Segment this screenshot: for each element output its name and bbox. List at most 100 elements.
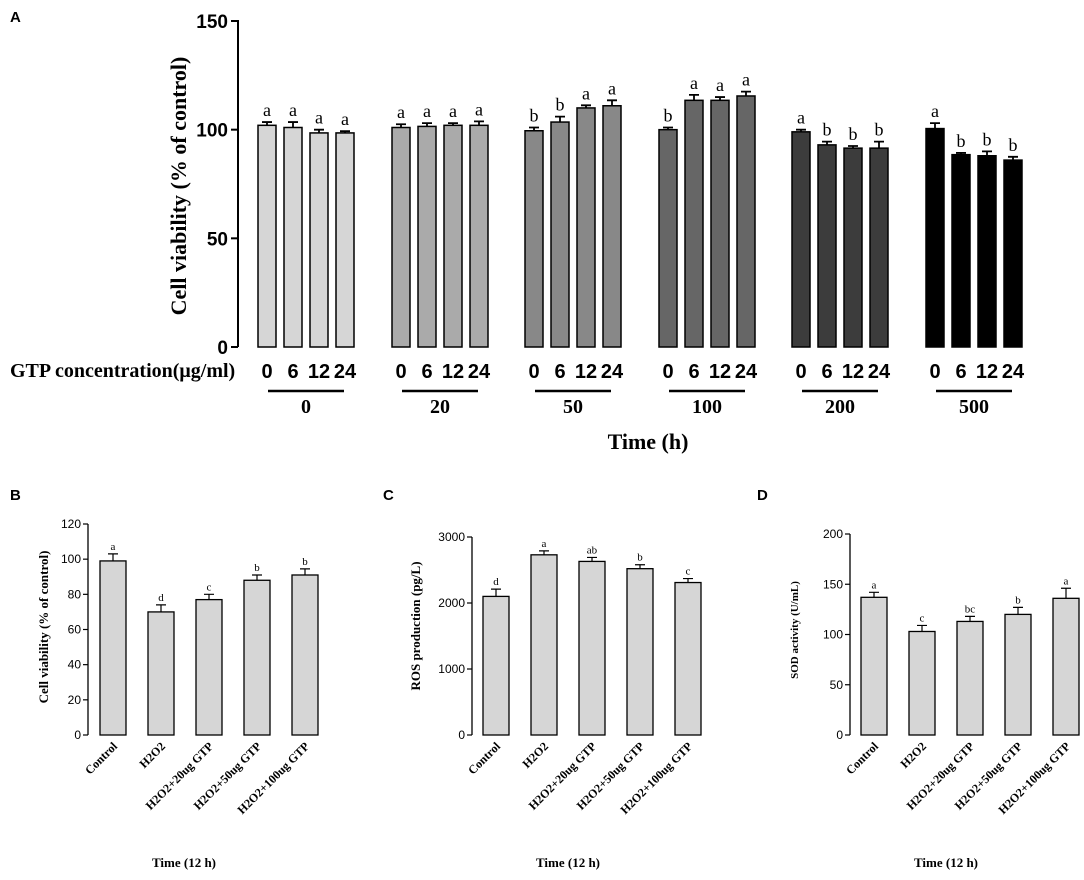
panel-a-x-tick-label: 0 — [261, 361, 272, 383]
panel-a-bar — [736, 95, 756, 348]
panel-d-error-bar — [917, 624, 927, 632]
panel-a-plot: 0 50 100 150 a 0 a 6 a 12 a 24 0 a 0 a 6 a 12 a 24 20 b 0 b 6 a 12 a… — [196, 12, 1025, 418]
panel-c-y-tick-label: 3000 — [438, 530, 465, 544]
panel-a-bar — [576, 107, 596, 348]
panel-a-bar — [684, 99, 704, 348]
panel-b-error-bar — [156, 604, 166, 612]
panel-b-bar — [99, 560, 127, 736]
panel-a-error-bar — [796, 128, 806, 132]
panel-a-group-label: 200 — [825, 396, 855, 418]
panel-b-y-axis-title: Cell viability (% of control) — [36, 551, 51, 704]
panel-a-x-tick-label: 24 — [334, 361, 357, 383]
panel-a-error-bar — [422, 122, 432, 127]
panel-d-y-tick-label: 0 — [836, 728, 843, 742]
panel-a: A 0 50 100 150 a 0 a 6 a 12 a 24 0 a 0 a 6 a 12 a 24 20 b 0 b 6 a 1… — [10, 9, 1025, 454]
panel-d-y-tick-label: 50 — [830, 678, 844, 692]
panel-d-x-axis-title: Time (12 h) — [914, 855, 978, 870]
panel-c-category-label: Control — [465, 739, 503, 777]
panel-a-error-bar — [956, 152, 966, 155]
panel-c-x-axis-title: Time (12 h) — [536, 855, 600, 870]
panel-a-significance-label: a — [475, 99, 483, 119]
panel-d-category-label: Control — [843, 739, 881, 777]
panel-a-error-bar — [689, 93, 699, 101]
panel-b-y-tick-label: 120 — [61, 517, 81, 531]
panel-a-error-bar — [874, 140, 884, 149]
panel-a-significance-label: a — [582, 83, 590, 103]
panel-a-x-tick-label: 6 — [287, 361, 298, 383]
panel-c-significance-label: c — [686, 566, 691, 578]
panel-a-significance-label: a — [608, 78, 616, 98]
panel-a-group-label: 100 — [692, 396, 722, 418]
panel-a-significance-label: b — [983, 129, 992, 149]
panel-b-error-bar — [204, 593, 214, 600]
panel-a-x-tick-label: 0 — [929, 361, 940, 383]
panel-c-error-bar — [539, 550, 549, 555]
panel-b-significance-label: d — [158, 592, 164, 604]
panel-letter-b: B — [10, 487, 21, 504]
panel-c-bar — [626, 568, 654, 736]
panel-a-error-bar — [396, 123, 406, 128]
panel-c-significance-label: d — [493, 576, 499, 588]
panel-a-x-tick-label: 6 — [821, 361, 832, 383]
panel-a-bar — [1003, 159, 1023, 348]
panel-c-bar — [530, 554, 558, 736]
panel-a-error-bar — [314, 128, 324, 133]
panel-b-y-tick-label: 20 — [68, 693, 82, 707]
panel-a-significance-label: b — [823, 120, 832, 140]
panel-a-significance-label: a — [931, 101, 939, 121]
panel-b-category-label: H2O2 — [137, 739, 169, 771]
panel-d-error-bar — [869, 591, 879, 598]
panel-a-x-tick-label: 6 — [955, 361, 966, 383]
panel-a-significance-label: b — [957, 131, 966, 151]
panel-a-error-bar — [555, 115, 565, 123]
panel-a-group-label: 500 — [959, 396, 989, 418]
panel-a-significance-label: b — [875, 120, 884, 140]
panel-d-significance-label: a — [872, 579, 877, 591]
panel-a-significance-label: b — [556, 95, 565, 115]
panel-b: B 020406080100120aControldH2O2cH2O2+20ug… — [10, 487, 319, 870]
panel-a-significance-label: a — [423, 101, 431, 121]
panel-b-y-tick-label: 0 — [74, 728, 81, 742]
panel-c-error-bar — [587, 556, 597, 562]
panel-b-error-bar — [300, 568, 310, 575]
panel-d-bar — [860, 596, 888, 736]
panel-a-significance-label: b — [1009, 135, 1018, 155]
panel-b-significance-label: b — [254, 562, 260, 574]
panel-a-group-label: 0 — [301, 396, 311, 418]
panel-a-bar — [283, 126, 303, 348]
panel-a-error-bar — [982, 150, 992, 156]
panel-a-error-bar — [663, 126, 673, 130]
panel-a-significance-label: a — [716, 75, 724, 95]
panel-a-error-bar — [448, 122, 458, 126]
panel-a-x-tick-label: 12 — [842, 361, 864, 383]
panel-a-error-bar — [529, 126, 539, 131]
panel-b-bar — [147, 611, 175, 736]
panel-a-error-bar — [741, 90, 751, 96]
panel-a-significance-label: a — [263, 100, 271, 120]
panel-a-significance-label: b — [849, 124, 858, 144]
panel-b-significance-label: c — [207, 581, 212, 593]
panel-a-significance-label: a — [315, 108, 323, 128]
panel-a-significance-label: a — [449, 101, 457, 121]
panel-a-bar — [817, 144, 837, 348]
panel-a-bar — [443, 124, 463, 348]
panel-a-significance-label: a — [797, 108, 805, 128]
panel-a-x-tick-label: 6 — [554, 361, 565, 383]
panel-a-bar — [335, 132, 355, 348]
panel-a-x-tick-label: 12 — [976, 361, 998, 383]
panel-d-significance-label: c — [920, 612, 925, 624]
panel-d-bar — [1004, 613, 1032, 736]
panel-b-bar — [243, 579, 271, 736]
panel-d-bar — [908, 630, 936, 736]
panel-a-bar — [977, 154, 997, 348]
panel-c-significance-label: ab — [587, 544, 598, 556]
panel-b-y-tick-label: 80 — [68, 587, 82, 601]
panel-a-significance-label: a — [289, 100, 297, 120]
panel-a-y-tick-label: 50 — [207, 229, 228, 250]
panel-a-bar — [791, 131, 811, 348]
panel-a-bar — [417, 125, 437, 348]
panel-d-category-label: H2O2 — [898, 739, 930, 771]
